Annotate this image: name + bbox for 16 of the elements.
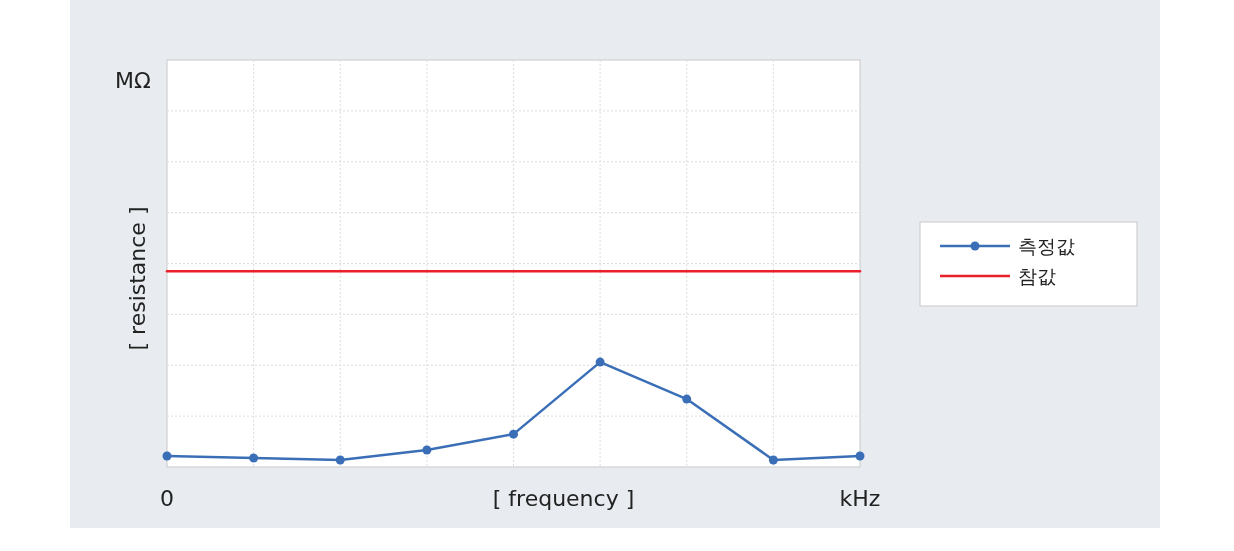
point xyxy=(335,455,345,465)
point xyxy=(768,455,778,465)
legend-label: 측정값 xyxy=(1018,235,1075,257)
point xyxy=(249,453,259,463)
x-axis-title: [ frequency ] xyxy=(492,486,635,511)
text: MΩ xyxy=(115,68,151,93)
legend-label: 참값 xyxy=(1018,265,1056,287)
point xyxy=(509,429,518,439)
x-tick-label: kHz xyxy=(839,486,881,511)
x-tick-label: 0 xyxy=(160,486,174,511)
point xyxy=(422,445,432,455)
point xyxy=(682,394,692,404)
point xyxy=(595,357,605,367)
point xyxy=(855,451,865,461)
point xyxy=(162,451,172,461)
y-axis-title: [ resistance ] xyxy=(125,206,150,351)
